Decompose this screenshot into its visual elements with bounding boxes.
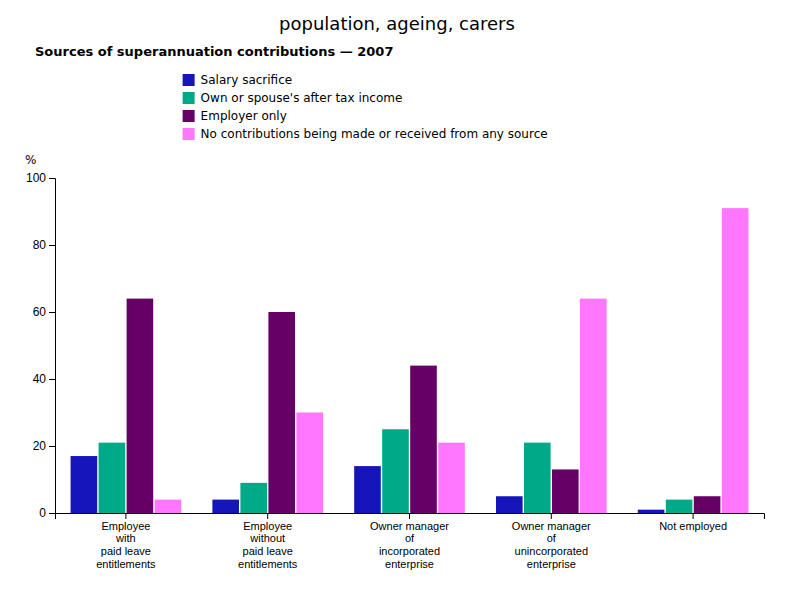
bar [127,299,154,513]
bar [212,500,239,513]
bar [552,469,579,513]
x-tick-mark [693,513,694,519]
y-tick-mark [49,446,55,447]
y-tick-label: 40 [33,372,47,386]
legend-item: No contributions being made or received … [183,127,548,141]
bar [666,500,693,513]
y-tick-mark [49,513,55,514]
x-tick: Employeewithpaid leaveentitlements [96,513,156,570]
bar [268,312,295,513]
legend-swatch [183,74,195,86]
y-tick: 60 [33,305,55,319]
x-axis-line [56,514,765,520]
legend-swatch [183,92,195,104]
y-tick: 80 [33,238,55,252]
bars [71,208,749,513]
bar [71,456,98,513]
bar [296,413,323,514]
y-axis: 0 20 40 60 80 100 [26,171,56,520]
x-axis: Employeewithpaid leaveentitlements Employ… [56,513,765,570]
y-label: % [25,153,36,167]
y-tick-mark [49,379,55,380]
y-axis-line [49,179,56,514]
legend: Salary sacrifice Own or spouse's after ta… [183,73,548,141]
x-tick: Employeewithoutpaid leaveentitlements [238,513,298,570]
bar [638,510,665,513]
bar [99,443,126,513]
y-tick-label: 100 [26,171,46,185]
x-tick-label: Owner managerofunincorporatedenterprise [512,520,591,570]
title: population, ageing, carers [279,13,515,34]
bar [496,496,523,513]
x-tick: Owner managerofincorporatedenterprise [370,513,449,570]
y-tick-label: 80 [33,238,47,252]
chart: population, ageing, carers Sources of sup… [0,0,794,595]
bar [722,208,749,513]
x-tick-mark [551,513,552,519]
y-tick: 0 [39,506,55,520]
legend-swatch [183,128,195,140]
x-tick-mark [125,513,126,519]
x-tick: Owner managerofunincorporatedenterprise [512,513,591,570]
bar [354,466,381,513]
legend-label: Own or spouse's after tax income [201,91,403,105]
legend-item: Salary sacrifice [183,73,293,87]
bar [694,496,721,513]
x-tick-mark [409,513,410,519]
y-tick-label: 60 [33,305,47,319]
y-tick-mark [49,178,55,179]
bar [382,429,409,513]
y-tick: 100 [26,171,55,185]
legend-item: Employer only [183,109,287,123]
y-tick-mark [49,312,55,313]
x-tick-label: Employeewithpaid leaveentitlements [96,520,156,570]
series [71,456,665,513]
series [127,299,721,513]
legend-swatch [183,110,195,122]
legend-item: Own or spouse's after tax income [183,91,403,105]
bar [240,483,267,513]
plot: 0 20 40 60 80 100% Employeewithpaid leaveentit… [25,153,765,570]
x-tick-label: Employeewithoutpaid leaveentitlements [238,520,298,570]
x-tick: Not employed [659,513,727,532]
bar [155,500,182,513]
y-tick: 20 [33,439,55,453]
legend-label: No contributions being made or received … [201,127,548,141]
y-tick: 40 [33,372,55,386]
bar [438,443,465,513]
bar [580,299,607,513]
y-tick-label: 20 [33,439,47,453]
x-tick-mark [267,513,268,519]
legend-label: Employer only [201,109,287,123]
x-tick-label: Owner managerofincorporatedenterprise [370,520,449,570]
bar [410,366,437,513]
y-tick-label: 0 [39,506,46,520]
legend-label: Salary sacrifice [201,73,293,87]
bar [524,443,551,513]
series [155,208,749,513]
y-tick-mark [49,245,55,246]
x-tick-label: Not employed [659,520,727,532]
subtitle: Sources of superannuation contributions … [35,44,393,59]
